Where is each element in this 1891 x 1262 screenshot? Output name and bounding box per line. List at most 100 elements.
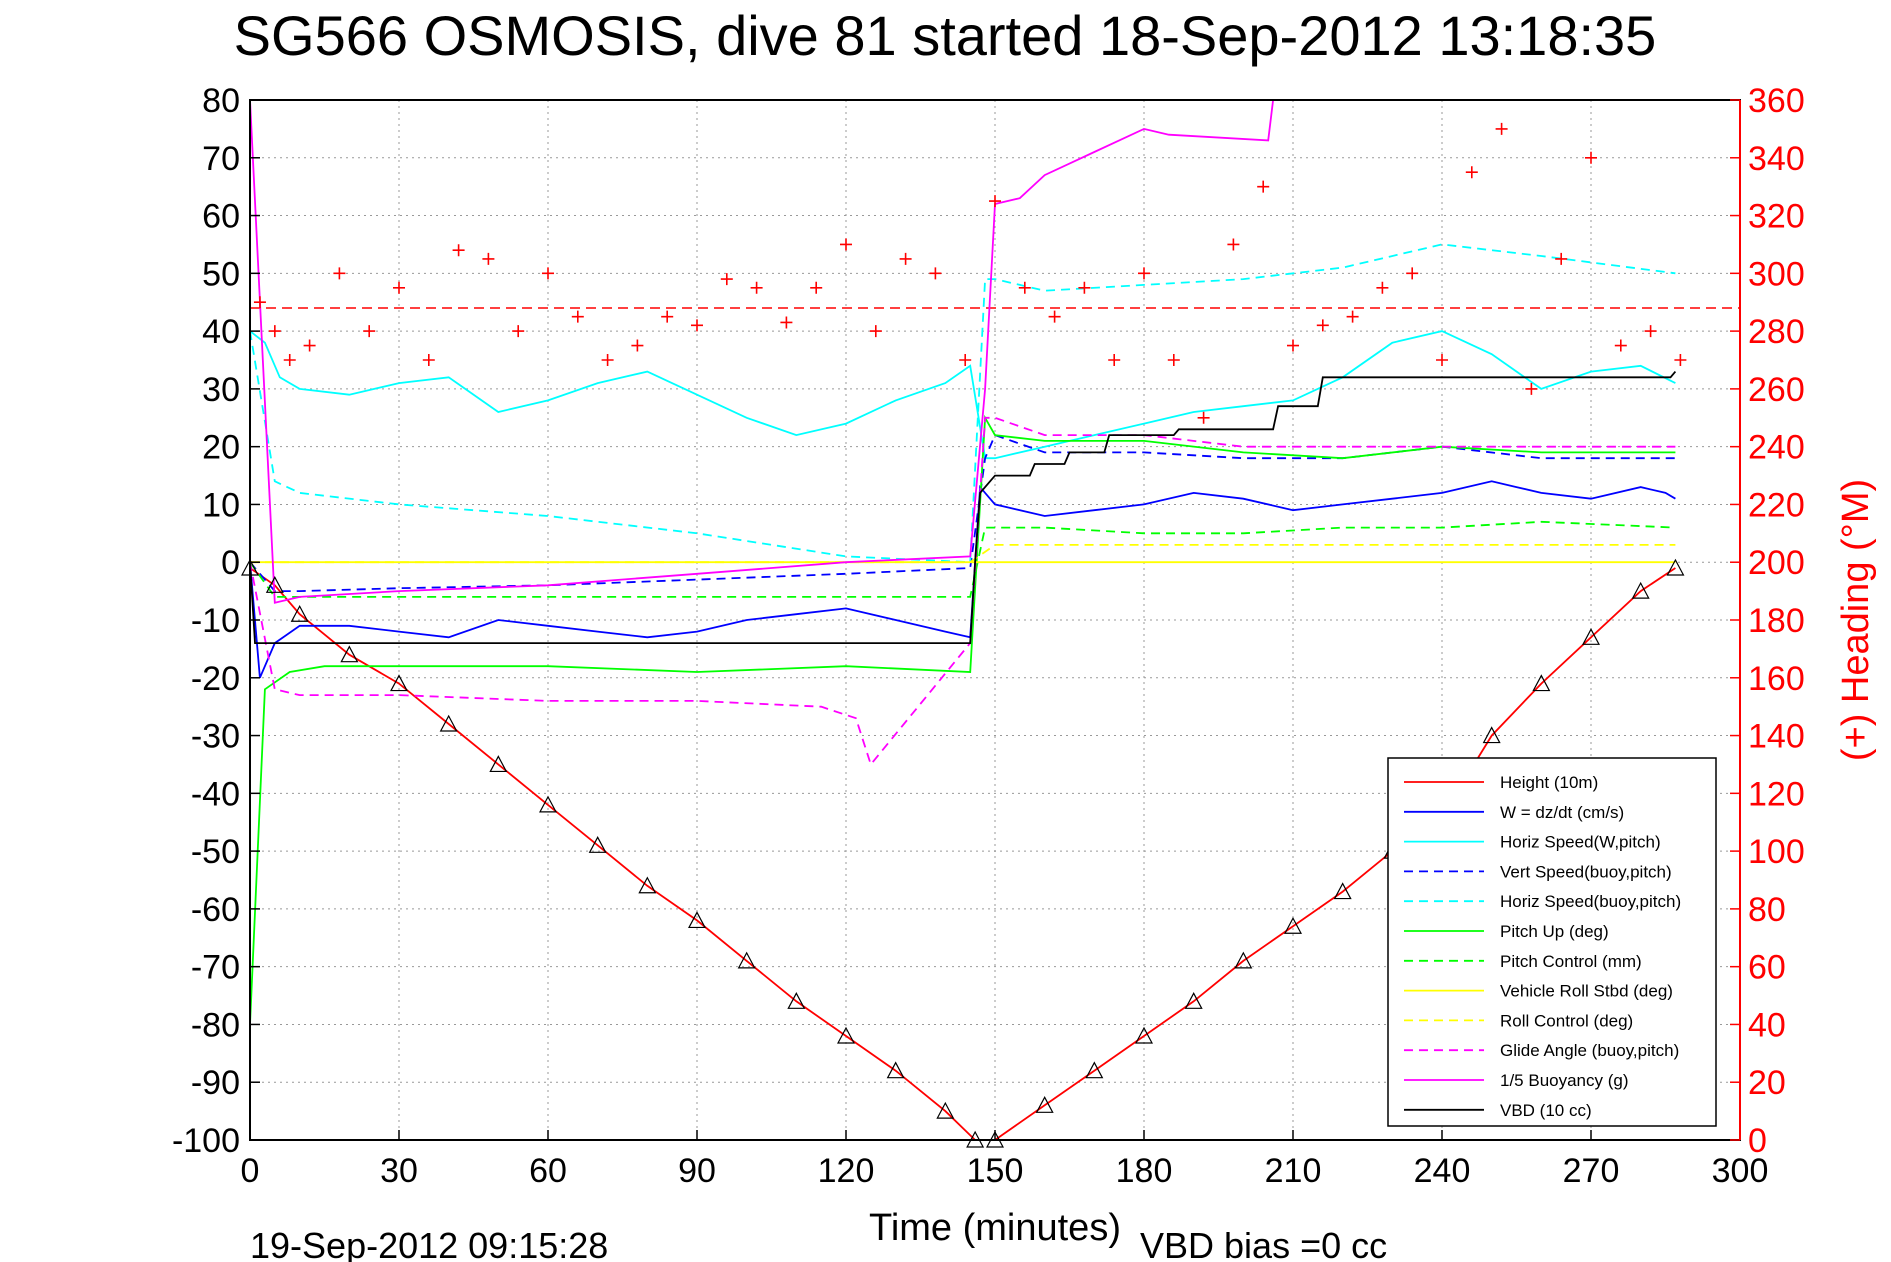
legend-label: Height (10m)	[1500, 773, 1598, 792]
series-line-8	[250, 544, 1676, 564]
height-marker	[340, 645, 359, 663]
x-tick-label: 150	[967, 1152, 1024, 1190]
heading-point	[1287, 339, 1299, 352]
heading-point	[869, 325, 882, 338]
legend-box	[1387, 757, 1717, 1127]
legend-label: Horiz Speed(W,pitch)	[1500, 833, 1661, 852]
y-tick-label: -20	[191, 660, 240, 698]
heading-point	[1108, 354, 1121, 366]
height-marker	[1333, 882, 1352, 900]
heading-point	[1346, 310, 1359, 323]
heading-point	[542, 267, 554, 280]
heading-point	[1585, 151, 1597, 164]
height-marker	[539, 795, 557, 813]
heading-point	[750, 281, 763, 294]
heading-point	[363, 325, 376, 338]
right-tick-label: 360	[1748, 82, 1805, 120]
height-marker	[1035, 1096, 1054, 1113]
height-marker	[1631, 581, 1650, 599]
heading-point	[333, 267, 346, 280]
legend-label: Horiz Speed(buoy,pitch)	[1500, 892, 1681, 911]
y-tick-label: 50	[202, 255, 240, 293]
right-tick-label: 60	[1748, 949, 1786, 987]
height-marker	[1666, 558, 1685, 576]
heading-point	[989, 195, 1001, 208]
legend-label: Roll Control (deg)	[1500, 1011, 1633, 1030]
right-tick-label: 340	[1748, 140, 1805, 178]
height-marker	[1482, 726, 1501, 744]
heading-point	[283, 354, 296, 366]
heading-point	[1495, 122, 1508, 135]
legend-label: Vert Speed(buoy,pitch)	[1500, 862, 1672, 881]
series-line-4	[249, 243, 1676, 564]
heading-point	[601, 354, 614, 366]
right-tick-label: 180	[1748, 602, 1805, 640]
heading-point	[303, 339, 316, 352]
height-marker	[936, 1101, 955, 1119]
y-tick-label: 0	[221, 544, 240, 582]
right-tick-label: 100	[1748, 833, 1805, 871]
heading-point	[810, 281, 823, 294]
height-marker	[688, 911, 706, 929]
height-marker	[1234, 951, 1253, 969]
heading-point	[1167, 354, 1180, 366]
right-tick-label: 120	[1748, 775, 1805, 813]
heading-point	[512, 325, 525, 338]
heading-point	[661, 310, 674, 323]
height-marker	[837, 1026, 855, 1044]
height-marker	[1135, 1026, 1153, 1044]
x-tick-label: 90	[678, 1152, 716, 1190]
right-tick-label: 200	[1748, 544, 1805, 582]
series-line-5	[249, 414, 1676, 1025]
heading-point	[268, 325, 281, 338]
x-tick-label: 0	[241, 1152, 260, 1190]
right-tick-label: 240	[1748, 429, 1805, 467]
series-line-11	[249, 371, 1677, 644]
right-tick-label: 300	[1748, 255, 1805, 293]
heading-point	[1048, 310, 1061, 323]
height-marker	[1582, 628, 1600, 645]
x-tick-label: 30	[380, 1152, 418, 1190]
legend-label: 1/5 Buoyancy (g)	[1500, 1071, 1629, 1090]
heading-point	[1257, 180, 1270, 193]
heading-point	[720, 273, 733, 286]
heading-point	[1018, 281, 1031, 294]
chart-title: SG566 OSMOSIS, dive 81 started 18-Sep-20…	[234, 4, 1657, 67]
heading-point	[482, 252, 495, 265]
right-tick-label: 80	[1748, 891, 1786, 929]
y-tick-label: 30	[202, 371, 240, 409]
height-marker	[737, 951, 756, 969]
heading-point	[691, 319, 703, 332]
heading-point	[780, 316, 793, 329]
right-tick-label: 0	[1748, 1122, 1767, 1160]
y-tick-label: 40	[202, 313, 240, 351]
height-marker	[1184, 992, 1203, 1009]
heading-point	[1644, 325, 1657, 338]
y-tick-label: 20	[202, 429, 240, 467]
y-tick-label: -50	[191, 833, 240, 871]
height-marker	[290, 604, 309, 622]
height-marker	[439, 714, 458, 732]
y-tick-label: 10	[202, 486, 240, 524]
legend-label: Glide Angle (buoy,pitch)	[1500, 1041, 1679, 1060]
heading-point	[1138, 267, 1150, 280]
legend-label: Pitch Control (mm)	[1500, 952, 1642, 971]
right-tick-label: 140	[1748, 718, 1805, 756]
heading-point	[899, 252, 912, 265]
x-axis-label: Time (minutes)	[869, 1207, 1121, 1249]
right-tick-label: 280	[1748, 313, 1805, 351]
heading-point	[1674, 354, 1687, 366]
y-tick-label: -80	[191, 1006, 240, 1044]
right-tick-label: 220	[1748, 486, 1805, 524]
legend-label: Vehicle Roll Stbd (deg)	[1500, 982, 1673, 1001]
legend: Height (10m) W = dz/dt (cm/s) Horiz Speed(…	[1387, 757, 1717, 1127]
x-tick-label: 300	[1712, 1152, 1769, 1190]
heading-point	[1376, 281, 1389, 294]
heading-point	[1614, 339, 1627, 352]
heading-point	[1436, 354, 1448, 366]
x-tick-label: 270	[1563, 1152, 1620, 1190]
heading-point	[253, 296, 266, 309]
heading-point	[840, 238, 852, 251]
heading-point	[1316, 319, 1329, 332]
